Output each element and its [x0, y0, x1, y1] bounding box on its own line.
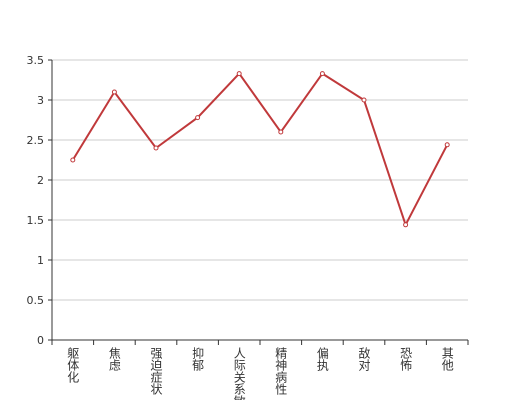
x-tick-label: 恐怖	[399, 347, 413, 371]
line	[71, 72, 449, 228]
point	[195, 115, 201, 121]
y-tick-label: 2	[37, 174, 44, 187]
y-tick-label: 0.5	[27, 294, 45, 307]
y-tick-label: 3.5	[27, 54, 45, 67]
x-tick-label: 精神病性	[274, 347, 288, 396]
x-tick-label: 敌对	[357, 346, 371, 371]
x-tick-label: 焦虑	[107, 347, 121, 371]
y-tick-label: 2.5	[27, 134, 45, 147]
point	[111, 89, 117, 95]
point	[236, 71, 242, 77]
y-tick-label: 1	[37, 254, 44, 267]
point	[153, 145, 159, 151]
x-tick-label: 躯体化	[66, 346, 80, 384]
x-tick-label: 强迫症状	[149, 347, 163, 395]
point	[319, 71, 325, 77]
point	[70, 157, 76, 163]
x-tick-label: 其他	[440, 347, 454, 371]
x-tick-label: 偏执	[315, 346, 329, 372]
point	[361, 97, 367, 103]
y-tick-label: 1.5	[27, 214, 45, 227]
point	[403, 222, 409, 228]
point	[444, 142, 450, 148]
x-tick-label: 人际关系敏感	[232, 347, 246, 400]
y-tick-label: 0	[37, 334, 44, 347]
x-tick-label: 抑郁	[191, 346, 205, 372]
y-tick-label: 3	[37, 94, 44, 107]
point	[278, 129, 284, 135]
